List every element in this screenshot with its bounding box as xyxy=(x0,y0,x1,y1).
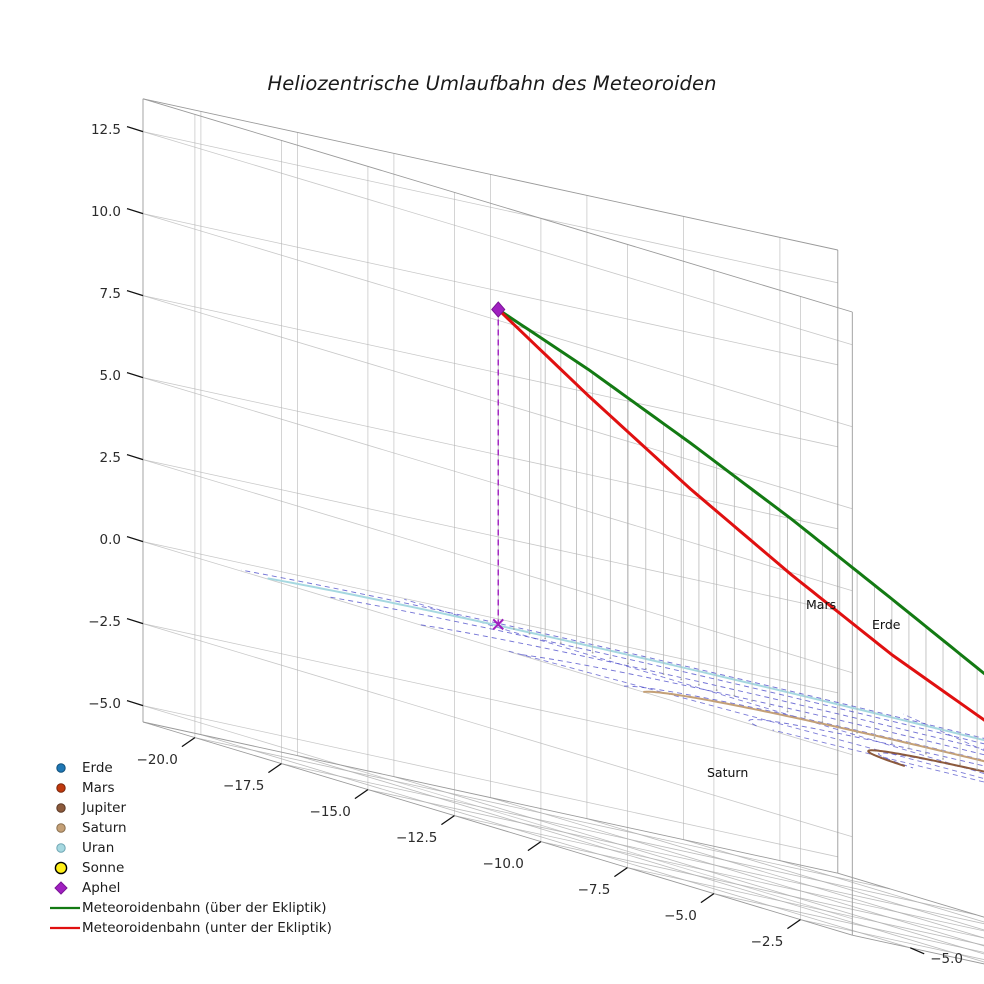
legend-item-sonne[interactable]: Sonne xyxy=(48,858,348,878)
meteoroid-orbit xyxy=(496,307,984,722)
x-tick-label-2: −15.0 xyxy=(309,803,351,820)
x-tick-label-3: −12.5 xyxy=(396,829,438,846)
legend-item-saturn[interactable]: Saturn xyxy=(48,818,348,838)
trajectory-stems xyxy=(497,309,979,771)
annotation-erde: Erde xyxy=(872,617,901,632)
z-tick-label-0: 12.5 xyxy=(90,121,121,138)
annotation-saturn: Saturn xyxy=(707,765,749,780)
legend-label: Erde xyxy=(82,760,113,776)
legend-label: Saturn xyxy=(82,820,127,836)
legend-marker-diamond-icon xyxy=(48,878,82,898)
x-tick-label-6: −5.0 xyxy=(664,907,697,924)
z-tick-label-1: 10.0 xyxy=(90,203,121,220)
z-tick-label-3: 5.0 xyxy=(99,367,121,384)
legend: Erde Mars Jupiter Saturn Uran Sonne Aphel Meteo… xyxy=(48,758,348,938)
legend-marker-circle-icon xyxy=(48,798,82,818)
axis-ticks xyxy=(126,125,925,955)
legend-marker-circle-icon xyxy=(48,778,82,798)
body-markers xyxy=(491,301,506,631)
legend-label: Aphel xyxy=(82,880,121,896)
z-tick-label-5: 0.0 xyxy=(99,531,121,548)
legend-item-erde[interactable]: Erde xyxy=(48,758,348,778)
legend-label: Meteoroidenbahn (unter der Ekliptik) xyxy=(82,920,332,936)
z-tick-label-2: 7.5 xyxy=(99,285,121,302)
x-tick-label-7: −2.5 xyxy=(750,933,784,950)
legend-item-mars[interactable]: Mars xyxy=(48,778,348,798)
annotation-mars: Mars xyxy=(806,597,837,612)
x-tick-label-0: −20.0 xyxy=(136,751,178,768)
z-tick-label-7: −5.0 xyxy=(88,695,121,712)
legend-marker-circle-icon xyxy=(48,838,82,858)
legend-item-meteoroidenbahn[interactable]: Meteoroidenbahn (unter der Ekliptik) xyxy=(48,918,348,938)
page-title: Heliozentrische Umlaufbahn des Meteoroid… xyxy=(267,72,717,95)
legend-label: Mars xyxy=(82,780,115,796)
legend-label: Uran xyxy=(82,840,115,856)
legend-marker-circle-icon xyxy=(48,818,82,838)
x-tick-label-4: −10.0 xyxy=(482,855,524,872)
legend-item-aphel[interactable]: Aphel xyxy=(48,878,348,898)
legend-marker-circle-large-icon xyxy=(48,858,82,878)
legend-item-uran[interactable]: Uran xyxy=(48,838,348,858)
legend-marker-circle-icon xyxy=(48,758,82,778)
z-tick-label-4: 2.5 xyxy=(99,449,121,466)
legend-label: Jupiter xyxy=(82,800,127,816)
legend-label: Sonne xyxy=(82,860,125,876)
legend-marker-line-icon xyxy=(48,918,82,938)
axes-panes xyxy=(142,98,984,965)
y-tick-label-0: −5.0 xyxy=(930,950,963,967)
z-tick-label-6: −2.5 xyxy=(88,613,121,630)
legend-label: Meteoroidenbahn (über der Ekliptik) xyxy=(82,900,327,916)
legend-item-meteoroidenbahn[interactable]: Meteoroidenbahn (über der Ekliptik) xyxy=(48,898,348,918)
legend-marker-line-icon xyxy=(48,898,82,918)
planet-orbits xyxy=(267,577,984,773)
legend-item-jupiter[interactable]: Jupiter xyxy=(48,798,348,818)
x-tick-label-5: −7.5 xyxy=(577,881,611,898)
x-tick-label-1: −17.5 xyxy=(223,777,265,794)
